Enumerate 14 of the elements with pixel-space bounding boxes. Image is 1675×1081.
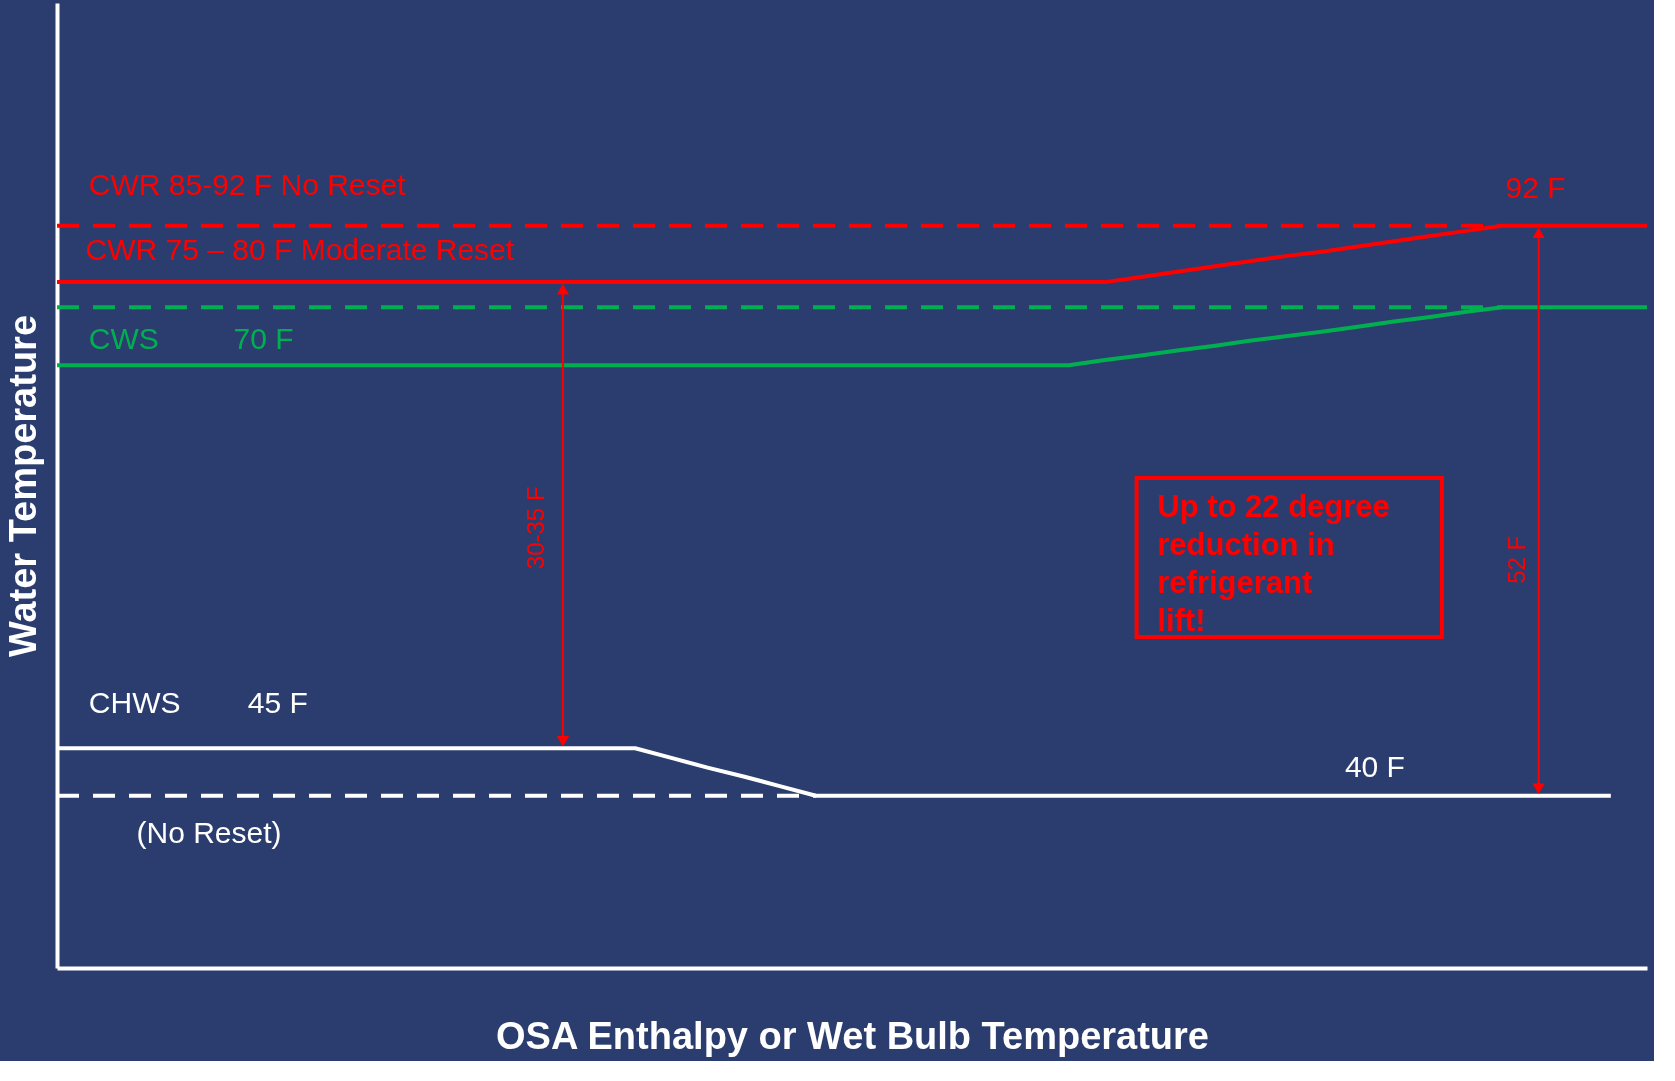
annotation: 52 F (1503, 535, 1531, 584)
annotation: 45 F (247, 686, 308, 720)
text: 92 F (1505, 170, 1566, 204)
text: CWR 85-92 F No Reset (88, 167, 407, 201)
annotation: Up to 22 degree reduction in refrigerant lift! (1157, 488, 1390, 638)
annotation: 40 F (1344, 750, 1405, 784)
annotation: 30-35 F (522, 486, 550, 570)
annotation: CHWS (88, 686, 181, 720)
x-axis-title: OSA Enthalpy or Wet Bulb Temperature (496, 1014, 1209, 1057)
annotation: CWS (88, 322, 159, 356)
y-axis-title: Water Temperature (1, 314, 44, 658)
annotation: CWR 75 – 80 F Moderate Reset (85, 232, 515, 266)
annotation: 70 F (233, 322, 294, 356)
annotation: (No Reset) (136, 815, 282, 849)
